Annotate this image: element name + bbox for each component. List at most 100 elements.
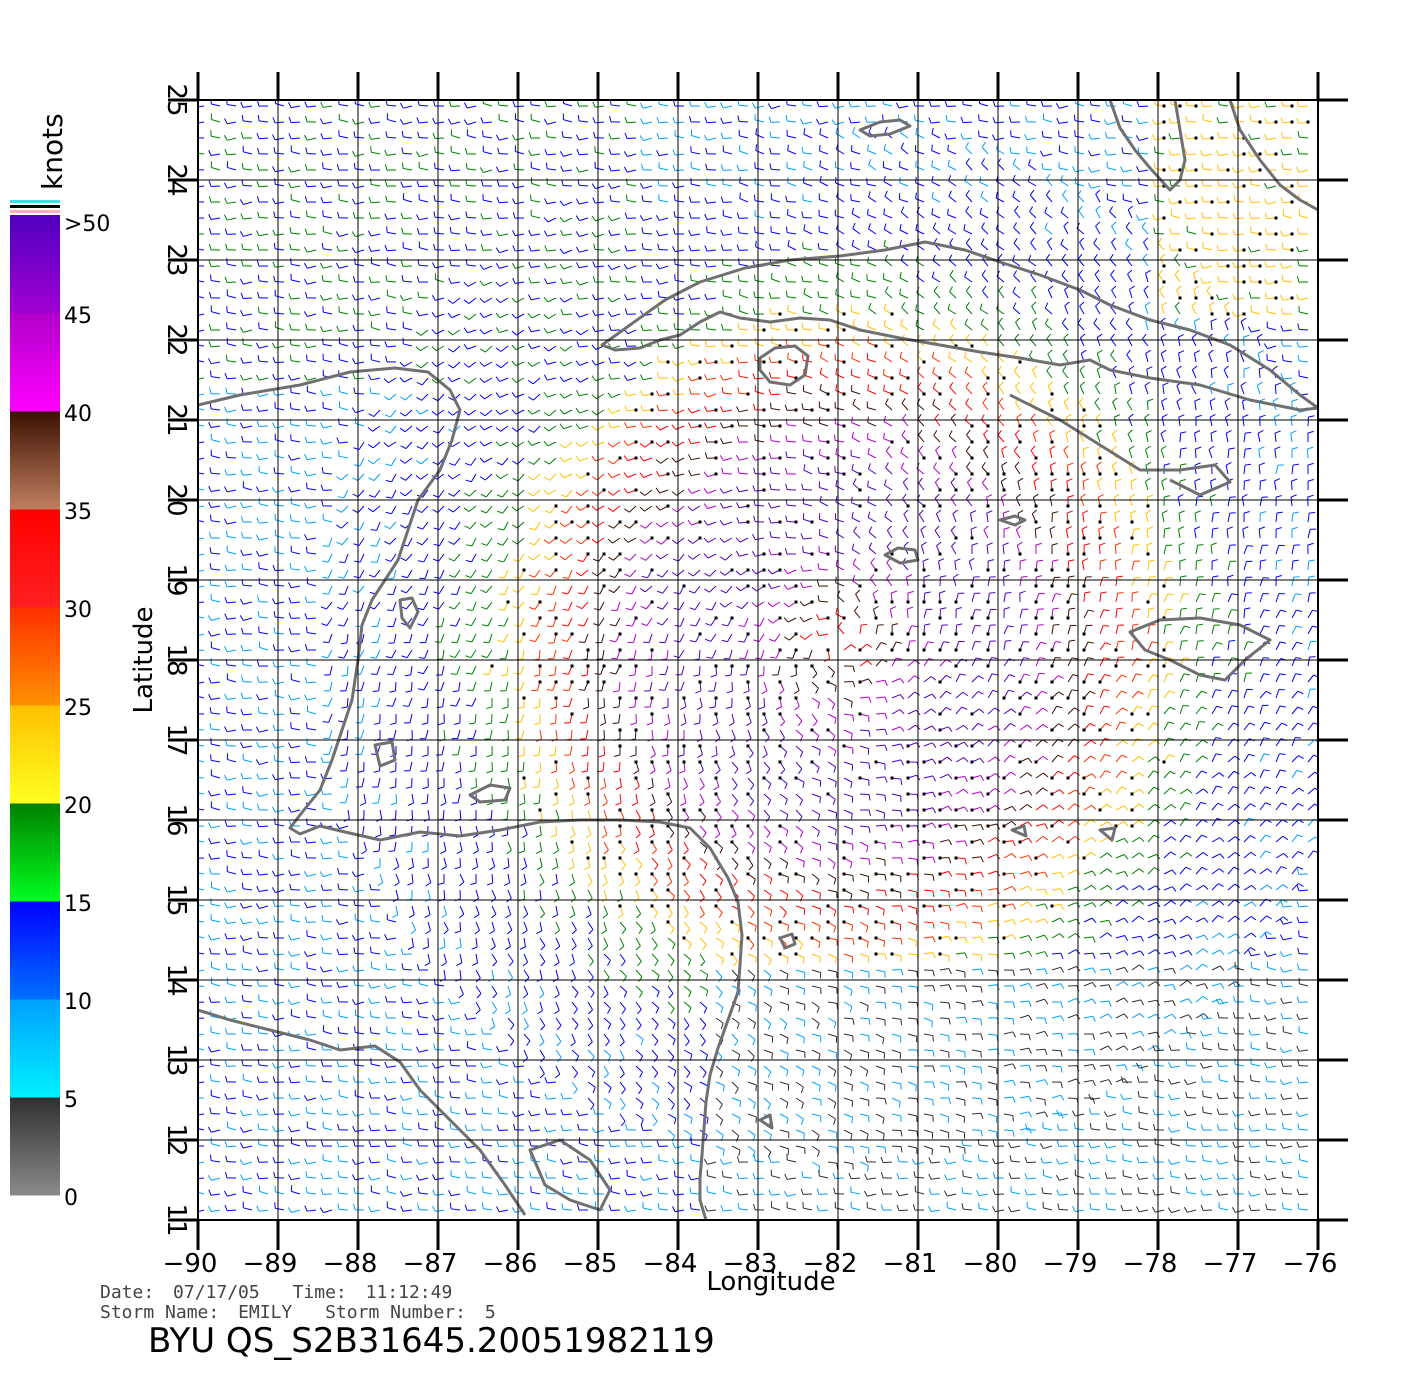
wind-barb-flag (416, 214, 420, 221)
wind-barb (803, 328, 813, 331)
wind-barb (1186, 153, 1197, 156)
wind-barb (306, 441, 317, 444)
wind-barb-flag (656, 230, 660, 236)
wind-barb-flag (545, 130, 548, 137)
wind-barb-flag (416, 228, 420, 235)
rain-flag (746, 504, 750, 508)
wind-barb (868, 228, 877, 235)
wind-barb (884, 259, 893, 267)
wind-barb (531, 119, 541, 123)
wind-barb-flag (560, 308, 564, 315)
wind-barb (868, 308, 877, 315)
wind-barb-flag (400, 181, 404, 188)
wind-barb (403, 327, 413, 331)
wind-barb-flag (915, 224, 918, 231)
wind-barb (723, 233, 733, 236)
wind-barb-flag (900, 254, 905, 261)
rain-flag (1194, 104, 1198, 108)
wind-barb (323, 265, 333, 269)
wind-barb (931, 121, 941, 124)
wind-barb-flag (368, 133, 372, 140)
wind-barb (643, 137, 653, 142)
wind-barb (675, 153, 685, 156)
wind-barb-flag (463, 299, 470, 304)
wind-barb-flag (864, 116, 868, 123)
rain-flag (954, 488, 958, 492)
wind-barb (403, 198, 413, 203)
wind-barb (851, 295, 861, 299)
wind-barb-flag (1153, 227, 1156, 234)
wind-barb-flag (433, 195, 436, 202)
wind-barb (786, 456, 797, 459)
wind-barb (755, 231, 765, 235)
rain-flag (1034, 456, 1038, 460)
wind-barb (387, 311, 397, 315)
wind-barb-flag (1154, 146, 1156, 153)
wind-barb (819, 150, 829, 155)
wind-barb (323, 105, 333, 108)
wind-barb (1091, 153, 1101, 157)
rain-flag (1098, 472, 1102, 476)
wind-barb-flag (1025, 115, 1028, 123)
wind-barb (291, 216, 301, 219)
wind-barb (547, 121, 557, 125)
wind-barb (626, 137, 637, 140)
wind-barb (355, 121, 365, 125)
rain-flag (682, 584, 686, 588)
wind-barb-flag (1103, 119, 1108, 125)
wind-barb (867, 326, 877, 331)
wind-barb-flag (368, 212, 372, 219)
wind-barb-flag (1295, 294, 1300, 301)
wind-barb-flag (673, 323, 676, 330)
wind-barb (1110, 306, 1117, 315)
wind-barb-flag (575, 246, 580, 253)
wind-barb-flag (655, 263, 660, 270)
wind-barb (675, 297, 685, 301)
wind-barb-flag (754, 418, 756, 425)
rain-flag (1226, 200, 1230, 204)
wind-barb (275, 265, 285, 268)
wind-barb-flag (835, 127, 838, 134)
wind-barb (915, 133, 925, 139)
wind-barb (947, 214, 957, 219)
wind-barb-flag (320, 133, 324, 140)
rain-flag (1066, 616, 1070, 620)
wind-barb (563, 249, 573, 254)
wind-barb (371, 151, 381, 155)
wind-barb-flag (240, 310, 244, 316)
wind-barb-flag (257, 291, 260, 298)
wind-barb (627, 153, 637, 157)
wind-barb-flag (1073, 114, 1076, 121)
wind-barb-flag (385, 322, 388, 329)
wind-barb-flag (511, 134, 516, 141)
wind-barb (675, 135, 685, 139)
wind-barb (738, 169, 749, 172)
wind-barb-flag (751, 102, 756, 109)
wind-barb (1283, 265, 1293, 269)
wind-barb (403, 168, 413, 171)
wind-barb-flag (624, 132, 628, 139)
wind-barb (915, 119, 925, 123)
wind-barb (579, 137, 589, 141)
wind-barb (403, 185, 413, 188)
wind-barb (770, 136, 781, 139)
wind-barb (451, 313, 461, 319)
wind-barb (1075, 169, 1085, 173)
wind-barb (1127, 273, 1133, 283)
wind-barb (547, 217, 557, 223)
wind-barb-flag (273, 242, 276, 249)
wind-barb-flag (1199, 150, 1204, 157)
wind-barb (738, 104, 749, 107)
wind-barb (419, 247, 429, 251)
rain-flag (1082, 584, 1086, 588)
rain-flag (826, 440, 830, 444)
wind-barb (211, 153, 221, 156)
wind-barb-flag (1263, 182, 1268, 189)
wind-barb-flag (1213, 511, 1220, 514)
wind-barb (1139, 137, 1149, 141)
wind-barb (787, 214, 797, 219)
wind-barb (611, 265, 621, 271)
wind-barb (1123, 199, 1133, 203)
wind-barb-flag (448, 214, 452, 221)
wind-barb (723, 105, 733, 109)
